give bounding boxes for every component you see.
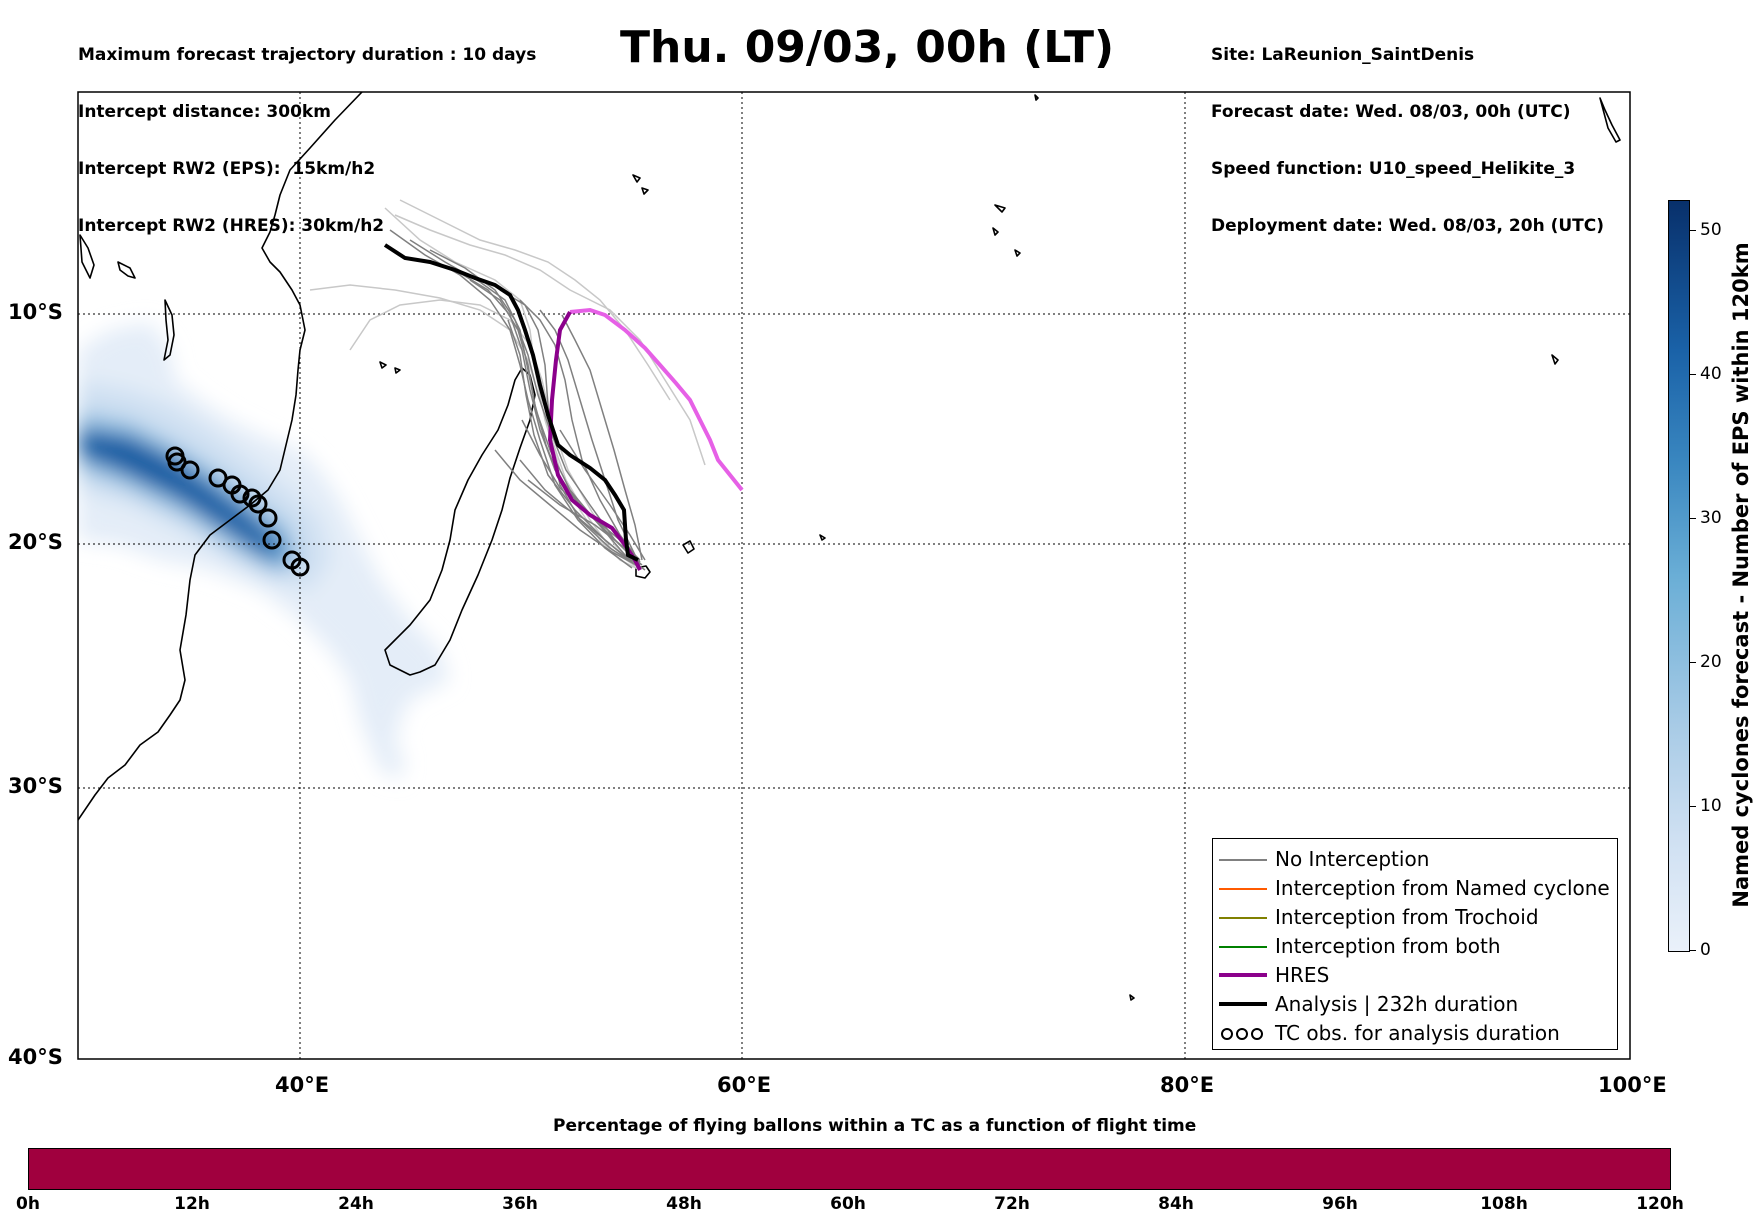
legend-swatch bbox=[1219, 1002, 1267, 1006]
eps-density-field bbox=[78, 322, 450, 780]
legend-item-hres: HRES bbox=[1213, 961, 1617, 989]
hres-trajectory-light bbox=[569, 307, 744, 492]
param-deployment-date: Deployment date: Wed. 08/03, 20h (UTC) bbox=[1211, 216, 1605, 236]
africa-coastline bbox=[78, 92, 363, 821]
legend-swatch bbox=[1219, 946, 1267, 948]
flight-time-tick: 120h bbox=[1636, 1194, 1684, 1214]
legend-item-tc-obs: TC obs. for analysis duration bbox=[1213, 1019, 1617, 1047]
lon-label-40e: 40°E bbox=[275, 1073, 330, 1097]
flight-time-tick: 60h bbox=[830, 1194, 866, 1214]
lon-label-80e: 80°E bbox=[1160, 1073, 1215, 1097]
flight-time-tick: 36h bbox=[502, 1194, 538, 1214]
flight-time-tick: 24h bbox=[338, 1194, 374, 1214]
colorbar-tick bbox=[1690, 374, 1696, 375]
param-speed-function: Speed function: U10_speed_Helikite_3 bbox=[1211, 159, 1576, 179]
map-legend: No Interception Interception from Named … bbox=[1212, 838, 1618, 1050]
legend-label: TC obs. for analysis duration bbox=[1275, 1021, 1560, 1045]
legend-item-named-cyclone: Interception from Named cyclone bbox=[1213, 874, 1617, 902]
flight-time-tick: 12h bbox=[174, 1194, 210, 1214]
legend-label: Interception from Named cyclone bbox=[1275, 876, 1610, 900]
legend-swatch bbox=[1219, 888, 1267, 890]
colorbar-tick-label: 50 bbox=[1700, 220, 1722, 240]
colorbar-tick bbox=[1690, 662, 1696, 663]
param-site: Site: LaReunion_SaintDenis bbox=[1211, 45, 1475, 65]
reunion-island bbox=[635, 565, 651, 579]
flight-time-tick: 108h bbox=[1480, 1194, 1528, 1214]
zanzibar bbox=[117, 261, 136, 279]
flight-time-colorbar bbox=[28, 1148, 1671, 1190]
legend-label: Interception from both bbox=[1275, 934, 1501, 958]
colorbar-tick-label: 40 bbox=[1700, 364, 1722, 384]
eps-density-colorbar bbox=[1668, 200, 1690, 952]
colorbar-tick-label: 20 bbox=[1700, 652, 1722, 672]
lake-outline bbox=[79, 234, 95, 279]
legend-item-both: Interception from both bbox=[1213, 932, 1617, 960]
param-duration: Maximum forecast trajectory duration : 1… bbox=[78, 45, 537, 65]
flight-time-tick: 48h bbox=[666, 1194, 702, 1214]
param-forecast-date: Forecast date: Wed. 08/03, 00h (UTC) bbox=[1211, 102, 1571, 122]
flight-time-tick: 96h bbox=[1322, 1194, 1358, 1214]
flight-time-tick: 72h bbox=[994, 1194, 1030, 1214]
flight-time-colorbar-title: Percentage of flying ballons within a TC… bbox=[553, 1116, 1197, 1136]
legend-label: No Interception bbox=[1275, 847, 1430, 871]
param-rw2-eps: Intercept RW2 (EPS): 15km/h2 bbox=[78, 159, 376, 179]
lat-label-10s: 10°S bbox=[8, 300, 63, 324]
legend-item-analysis: Analysis | 232h duration bbox=[1213, 990, 1617, 1018]
colorbar-tick bbox=[1690, 950, 1696, 951]
lon-label-100e: 100°E bbox=[1598, 1073, 1667, 1097]
legend-item-no-interception: No Interception bbox=[1213, 845, 1617, 873]
analysis-trajectory bbox=[383, 243, 639, 562]
colorbar-tick-label: 10 bbox=[1700, 796, 1722, 816]
legend-swatch bbox=[1219, 973, 1267, 977]
colorbar-tick bbox=[1690, 806, 1696, 807]
flight-time-tick: 0h bbox=[16, 1194, 40, 1214]
param-intercept-distance: Intercept distance: 300km bbox=[78, 102, 331, 122]
eps-trajectories bbox=[309, 199, 706, 571]
legend-swatch bbox=[1219, 859, 1267, 861]
forecast-parameters: Maximum forecast trajectory duration : 1… bbox=[78, 8, 536, 255]
madagascar-coastline bbox=[384, 367, 536, 676]
lat-label-40s: 40°S bbox=[8, 1045, 63, 1069]
param-rw2-hres: Intercept RW2 (HRES): 30km/h2 bbox=[78, 216, 385, 236]
legend-label: Interception from Trochoid bbox=[1275, 905, 1539, 929]
colorbar-tick-label: 30 bbox=[1700, 508, 1722, 528]
page-title: Thu. 09/03, 00h (LT) bbox=[620, 22, 1115, 73]
legend-label: HRES bbox=[1275, 963, 1330, 987]
coastlines bbox=[78, 92, 1621, 1001]
legend-swatch bbox=[1219, 917, 1267, 919]
legend-item-trochoid: Interception from Trochoid bbox=[1213, 903, 1617, 931]
lat-label-30s: 30°S bbox=[8, 774, 63, 798]
legend-label: Analysis | 232h duration bbox=[1275, 992, 1519, 1016]
map-frame bbox=[77, 91, 1631, 1060]
lon-label-60e: 60°E bbox=[717, 1073, 772, 1097]
colorbar-tick bbox=[1690, 518, 1696, 519]
comoros-islands bbox=[379, 361, 401, 374]
flight-time-tick: 84h bbox=[1158, 1194, 1194, 1214]
colorbar-tick bbox=[1690, 230, 1696, 231]
lat-label-20s: 20°S bbox=[8, 530, 63, 554]
seychelles-islands bbox=[632, 174, 649, 195]
cyclone-symbol-icon bbox=[1221, 1028, 1263, 1040]
colorbar-label: Named cyclones forecast - Number of EPS … bbox=[1729, 242, 1753, 908]
colorbar-tick-label: 0 bbox=[1700, 940, 1711, 960]
mauritius-island bbox=[682, 540, 695, 554]
small-islands bbox=[819, 94, 1621, 1001]
graticule bbox=[78, 92, 1630, 1059]
mozambique-channel-island bbox=[163, 299, 175, 361]
tc-observations bbox=[165, 446, 310, 577]
site-parameters: Site: LaReunion_SaintDenis Forecast date… bbox=[1211, 8, 1604, 255]
